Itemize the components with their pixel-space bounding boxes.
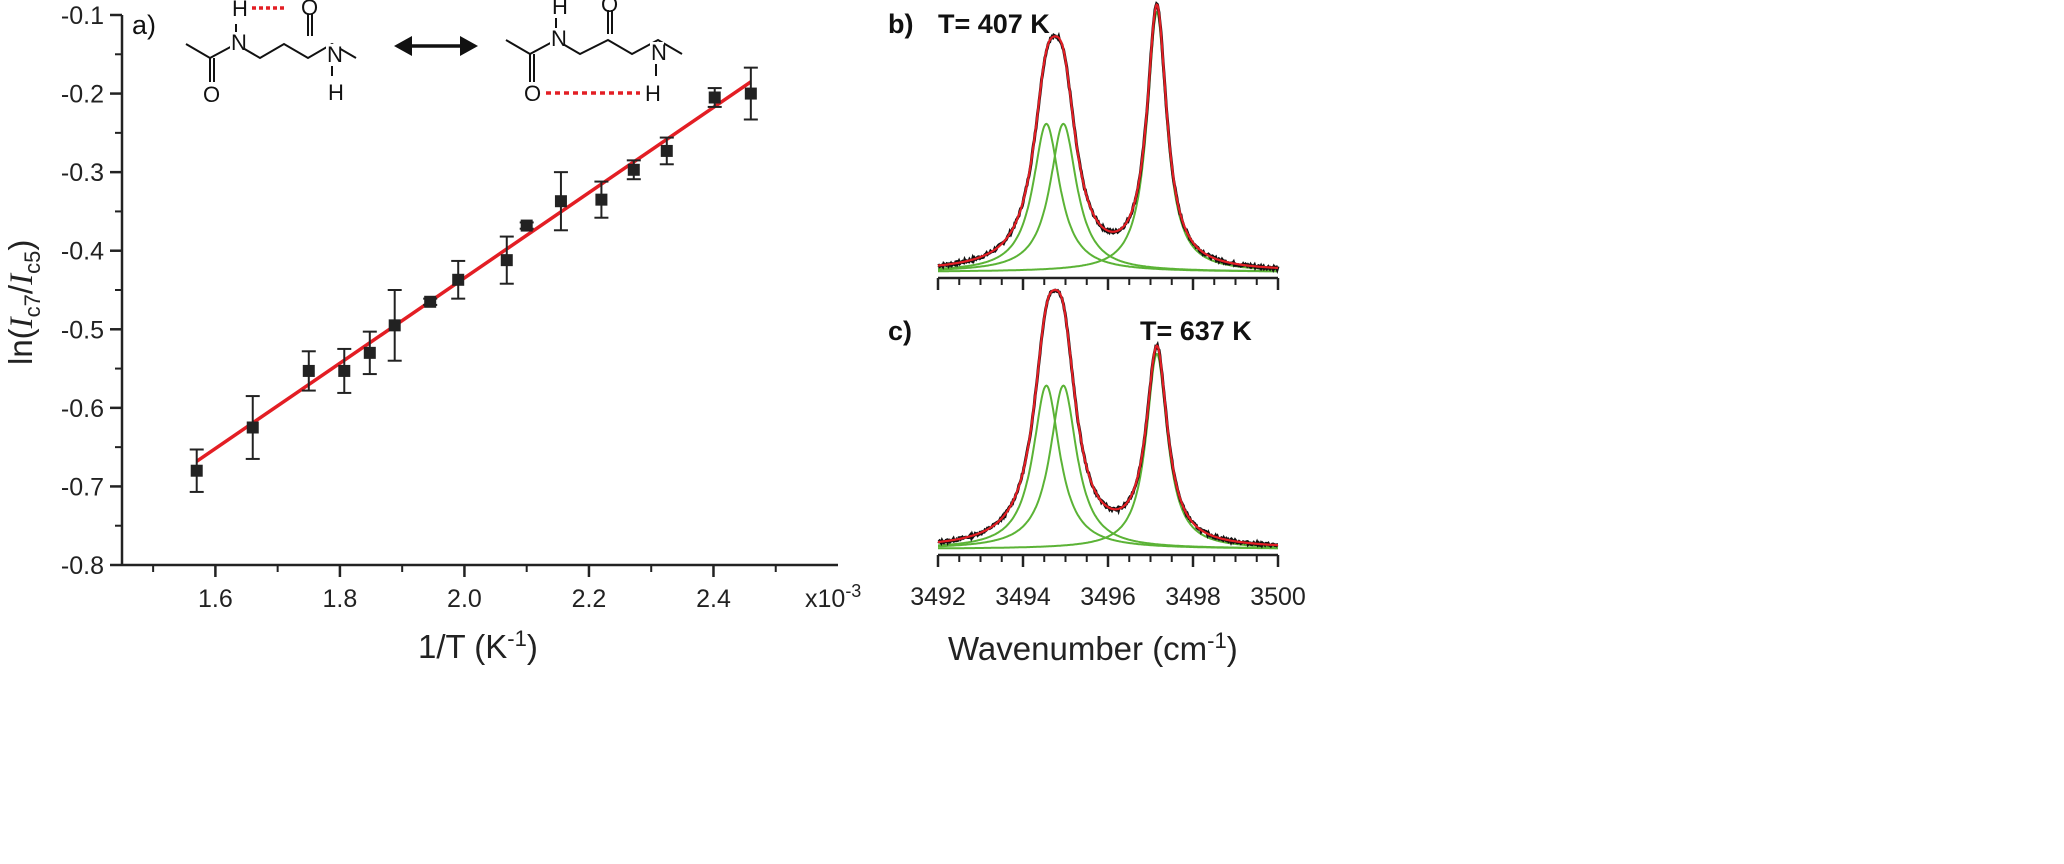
panel-a: -0.1 -0.2 -0.3 -0.4 -0.5 -0.6 -0.7 -0.8 1.6 1.8 2…	[2, 0, 861, 665]
point-marker	[660, 144, 673, 157]
atom-n: N	[231, 30, 247, 55]
panel-c-label: c)	[888, 316, 912, 346]
panel-a-label: a)	[132, 10, 156, 40]
point-marker	[424, 295, 437, 308]
lorentzian-component	[938, 384, 1278, 550]
x-tick-labels: 1.6 1.8 2.0 2.2 2.4	[198, 585, 731, 613]
point-marker	[500, 254, 513, 267]
y-tick-label: -0.2	[61, 81, 104, 109]
atom-n: N	[327, 42, 343, 67]
x-tick-label: 2.4	[696, 585, 731, 613]
point-marker	[246, 421, 259, 434]
data-point	[594, 180, 609, 219]
point-marker	[363, 346, 376, 359]
point-marker	[388, 319, 401, 332]
x-tick-label: 2.2	[572, 585, 607, 613]
x-ticks	[152, 565, 777, 577]
y-ticks	[110, 13, 122, 567]
atom-o: O	[301, 0, 318, 20]
atom-o: O	[203, 82, 220, 107]
x-tick-label: 3494	[995, 583, 1051, 611]
point-marker	[595, 193, 608, 206]
atom-h: H	[552, 0, 568, 19]
y-tick-label: -0.5	[61, 316, 104, 344]
lorentzian-component	[937, 122, 1278, 273]
atom-h: H	[645, 81, 661, 106]
atom-h: H	[328, 80, 344, 105]
panel-c-fit-curve	[937, 288, 1278, 547]
x-multiplier: x10-3	[805, 581, 861, 613]
data-point	[519, 219, 534, 232]
point-marker	[302, 364, 315, 377]
data-point	[659, 136, 674, 166]
point-marker	[452, 273, 465, 286]
panel-b-title: T= 407 K	[938, 9, 1050, 39]
data-points	[189, 66, 758, 493]
panel-b-components	[937, 10, 1278, 273]
y-tick-labels: -0.1 -0.2 -0.3 -0.4 -0.5 -0.6 -0.7 -0.8	[61, 2, 104, 580]
y-tick-label: -0.4	[61, 238, 104, 266]
lorentzian-component	[938, 122, 1278, 273]
x-axis-title: 1/T (K-1)	[418, 626, 538, 665]
c7-atoms: N H O O N H	[524, 0, 667, 106]
lorentzian-component	[938, 10, 1278, 273]
y-tick-label: -0.6	[61, 395, 104, 423]
point-marker	[554, 195, 567, 208]
panel-b: b) T= 407 K	[888, 1, 1280, 290]
atom-n: N	[651, 40, 667, 65]
data-point	[626, 159, 641, 181]
panel-c-tick-labels: 3492 3494 3496 3498 3500	[910, 583, 1306, 611]
panel-c-title: T= 637 K	[1140, 316, 1252, 346]
point-marker	[708, 91, 721, 104]
data-point	[451, 259, 466, 300]
atom-n: N	[551, 26, 567, 51]
data-point	[189, 448, 204, 493]
data-point	[499, 235, 514, 285]
atom-o: O	[524, 81, 541, 106]
y-tick-label: -0.3	[61, 159, 104, 187]
lorentzian-component	[938, 384, 1278, 550]
panel-b-ticks	[936, 278, 1280, 290]
x-tick-label: 3500	[1250, 583, 1306, 611]
x-tick-label: 2.0	[447, 585, 482, 613]
data-point	[553, 171, 568, 232]
x-tick-label: 1.8	[323, 585, 358, 613]
fit-line	[195, 80, 752, 463]
point-marker	[190, 464, 203, 477]
x-tick-label: 3498	[1165, 583, 1221, 611]
data-point	[743, 66, 758, 121]
data-point	[387, 289, 402, 362]
point-marker	[520, 219, 533, 232]
x-tick-label: 3496	[1080, 583, 1136, 611]
y-tick-label: -0.7	[61, 473, 104, 501]
panel-b-data-trace	[937, 1, 1280, 274]
resonance-arrow	[394, 36, 478, 56]
y-tick-label: -0.8	[61, 552, 104, 580]
panel-c: c) T= 637 K 3492 3494 3496 3498 3500 Wavenum…	[888, 288, 1306, 667]
y-axis-title: ln(Ic7/Ic5)	[2, 240, 45, 365]
panel-c-ticks	[936, 555, 1280, 567]
data-point	[245, 395, 260, 460]
lorentzian-component	[938, 352, 1279, 550]
point-marker	[744, 87, 757, 100]
atom-o: O	[601, 0, 618, 17]
data-point	[337, 347, 352, 394]
x-tick-label: 1.6	[198, 585, 233, 613]
point-marker	[338, 364, 351, 377]
y-tick-label: -0.1	[61, 2, 104, 30]
panel-c-x-axis-title: Wavenumber (cm-1)	[948, 628, 1238, 667]
data-point	[707, 87, 722, 108]
panel-b-label: b)	[888, 9, 913, 39]
c5-atoms: N H O O N H	[203, 0, 344, 107]
data-point	[301, 350, 316, 392]
panel-b-fit-curve	[937, 3, 1279, 270]
data-point	[423, 295, 438, 308]
point-marker	[627, 163, 640, 176]
atom-h: H	[232, 0, 248, 21]
x-tick-label: 3492	[910, 583, 966, 611]
data-point	[362, 330, 377, 376]
panel-c-components	[938, 352, 1279, 550]
